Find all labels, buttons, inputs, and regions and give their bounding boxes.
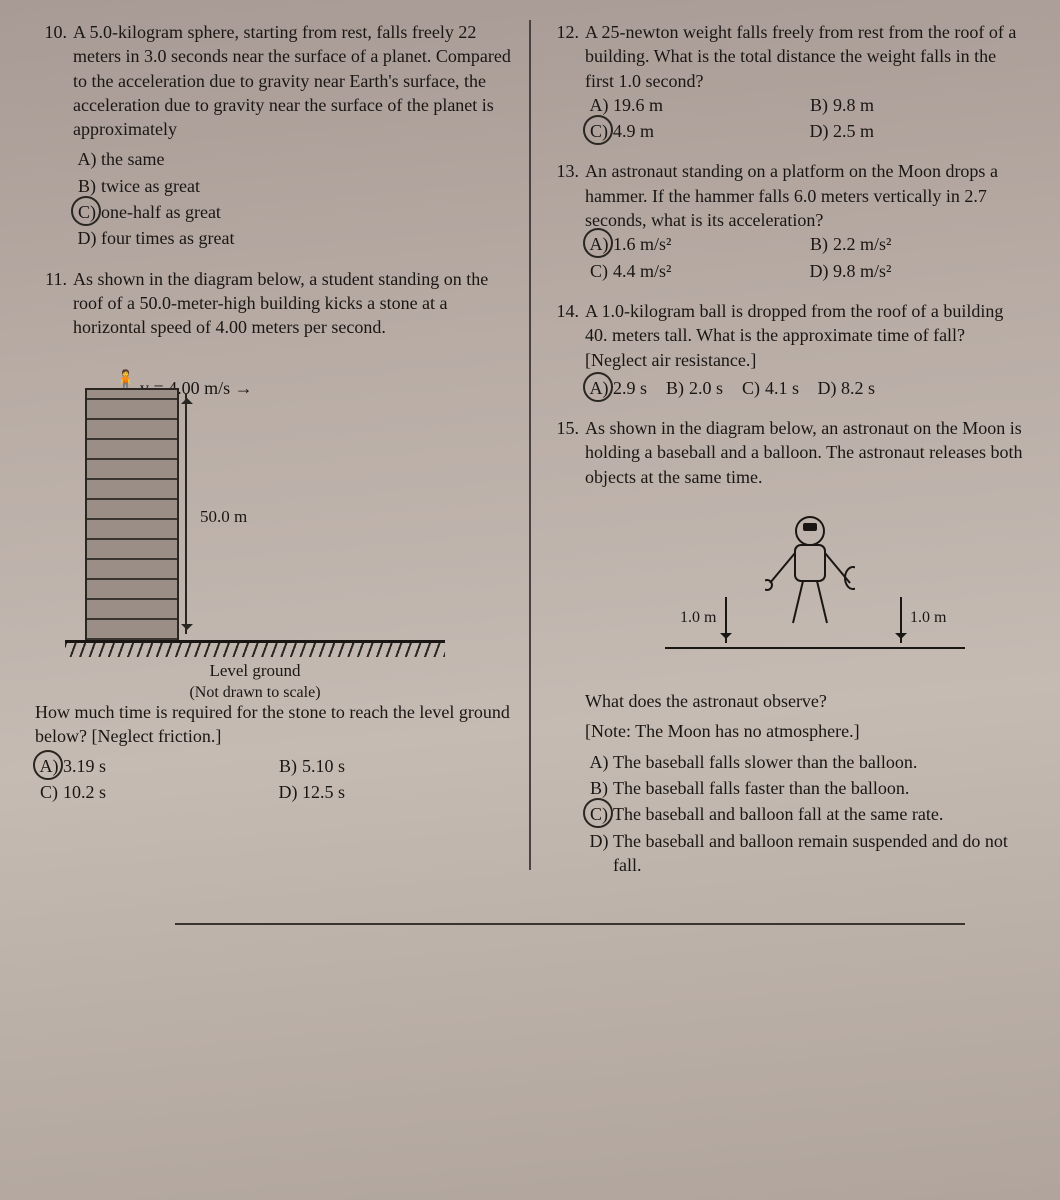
question-10: 10. A 5.0-kilogram sphere, starting from… xyxy=(35,20,513,253)
question-11-followup: How much time is required for the stone … xyxy=(35,700,513,749)
choice-c: C)4.4 m/s² xyxy=(585,259,805,283)
question-15: 15. As shown in the diagram below, an as… xyxy=(547,416,1025,879)
question-number: 11. xyxy=(35,267,73,340)
ground-hatching xyxy=(65,640,445,657)
choice-c: C)4.1 s xyxy=(737,376,799,400)
question-14: 14. A 1.0-kilogram ball is dropped from … xyxy=(547,299,1025,402)
choice-a: A)The baseball falls slower than the bal… xyxy=(585,750,1025,774)
choice-b: B)twice as great xyxy=(73,174,513,198)
answer-row-1: A)3.19 s B)5.10 s xyxy=(35,754,513,780)
choice-d: D)9.8 m/s² xyxy=(805,259,1025,283)
choice-d: D)12.5 s xyxy=(274,780,513,804)
choice-a-circled: A)3.19 s xyxy=(35,754,274,778)
question-15-followup: What does the astronaut observe? xyxy=(585,689,1025,713)
choice-b: B)The baseball falls faster than the bal… xyxy=(585,776,1025,800)
question-number: 10. xyxy=(35,20,73,253)
right-drop-arrow xyxy=(900,597,902,643)
question-text: A 1.0-kilogram ball is dropped from the … xyxy=(585,301,1003,370)
answer-choices: A)The baseball falls slower than the bal… xyxy=(585,750,1025,877)
question-text: An astronaut standing on a platform on t… xyxy=(585,161,998,230)
choice-d: D)The baseball and balloon remain suspen… xyxy=(585,829,1025,878)
choice-b: B)2.2 m/s² xyxy=(805,232,1025,256)
worksheet-page: 10. A 5.0-kilogram sphere, starting from… xyxy=(0,0,1060,1200)
left-drop-arrow xyxy=(725,597,727,643)
astronaut-icon xyxy=(765,513,855,633)
choice-d: D)four times as great xyxy=(73,226,513,250)
left-column: 10. A 5.0-kilogram sphere, starting from… xyxy=(35,20,513,893)
answer-row-2: C)10.2 s D)12.5 s xyxy=(35,780,513,806)
choice-c: C)10.2 s xyxy=(35,780,274,804)
answer-choices-inline: A)2.9 s B)2.0 s C)4.1 s D)8.2 s xyxy=(585,376,1025,402)
choice-a-circled: A)2.9 s xyxy=(585,376,647,400)
choice-b: B)9.8 m xyxy=(805,93,1025,117)
choice-d: D)2.5 m xyxy=(805,119,1025,143)
question-text: As shown in the diagram below, a student… xyxy=(73,269,488,338)
column-divider xyxy=(529,20,531,870)
choice-a: A)the same xyxy=(73,147,513,171)
answer-row-1: A)1.6 m/s² B)2.2 m/s² xyxy=(585,232,1025,258)
astronaut-diagram: 1.0 m 1.0 m xyxy=(645,507,965,677)
section-divider xyxy=(175,923,965,925)
choice-d: D)8.2 s xyxy=(813,376,875,400)
choice-b: B)5.10 s xyxy=(274,754,513,778)
choice-a-circled: A)1.6 m/s² xyxy=(585,232,805,256)
left-drop-label: 1.0 m xyxy=(680,607,716,629)
answer-row-2: C)4.4 m/s² D)9.8 m/s² xyxy=(585,259,1025,285)
question-number: 15. xyxy=(547,416,585,879)
question-number: 13. xyxy=(547,159,585,284)
height-label: 50.0 m xyxy=(200,506,247,529)
choice-c-circled: C)one-half as great xyxy=(73,200,513,224)
answer-choices: A)the same B)twice as great C)one-half a… xyxy=(73,147,513,250)
answer-row-2: C)4.9 m D)2.5 m xyxy=(585,119,1025,145)
question-15-note: [Note: The Moon has no atmosphere.] xyxy=(585,719,1025,743)
question-11: 11. As shown in the diagram below, a stu… xyxy=(35,267,513,340)
choice-c-circled: C)The baseball and balloon fall at the s… xyxy=(585,802,1025,826)
building-shape xyxy=(85,388,179,642)
right-drop-label: 1.0 m xyxy=(910,607,946,629)
right-column: 12. A 25-newton weight falls freely from… xyxy=(547,20,1025,893)
question-13: 13. An astronaut standing on a platform … xyxy=(547,159,1025,284)
question-text: A 25-newton weight falls freely from res… xyxy=(585,22,1016,91)
choice-c-circled: C)4.9 m xyxy=(585,119,805,143)
ground-label: Level ground xyxy=(65,660,445,683)
choice-b: B)2.0 s xyxy=(661,376,723,400)
question-text: A 5.0-kilogram sphere, starting from res… xyxy=(73,22,511,139)
two-column-layout: 10. A 5.0-kilogram sphere, starting from… xyxy=(35,20,1025,893)
building-diagram: 🧍 v = 4.00 m/s → 50.0 m Level ground (No… xyxy=(65,358,513,688)
choice-a: A)19.6 m xyxy=(585,93,805,117)
answer-row-1: A)19.6 m B)9.8 m xyxy=(585,93,1025,119)
question-number: 14. xyxy=(547,299,585,402)
question-number: 12. xyxy=(547,20,585,145)
scale-note: (Not drawn to scale) xyxy=(65,682,445,704)
question-12: 12. A 25-newton weight falls freely from… xyxy=(547,20,1025,145)
question-text: As shown in the diagram below, an astron… xyxy=(585,418,1023,487)
ground-line xyxy=(665,647,965,649)
